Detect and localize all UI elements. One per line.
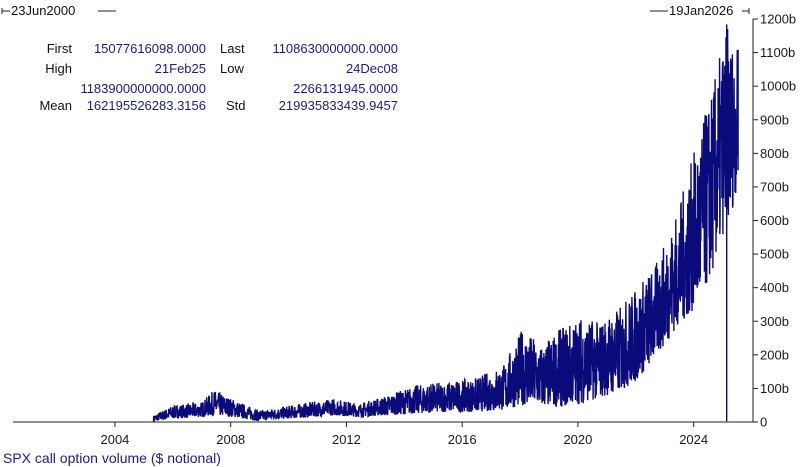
y-tick-label: 1000b	[760, 79, 796, 94]
stat-high-value: 1183900000000.0000	[80, 81, 206, 96]
y-tick-label: 400b	[760, 280, 789, 295]
stat-low-date: 24Dec08	[346, 61, 398, 76]
x-tick-label: 2024	[679, 432, 708, 447]
y-tick-label: 1100b	[760, 45, 795, 60]
series-caption: SPX call option volume ($ notional)	[3, 450, 221, 466]
stat-mean-value: 162195526283.3156	[87, 98, 206, 113]
y-axis-ticks: 0 100b 200b 300b 400b 500b 600b 700b 800b 900b 100…	[753, 12, 796, 430]
y-tick-label: 200b	[760, 347, 789, 362]
y-tick-label: 100b	[760, 381, 789, 396]
y-tick-label: 1200b	[760, 12, 796, 27]
stats-block: First 15077616098.0000 Last 110863000000…	[39, 41, 398, 113]
x-tick-label: 2004	[100, 432, 129, 447]
stat-high-label: High	[45, 61, 72, 76]
x-tick-label: 2008	[216, 432, 245, 447]
stat-first-label: First	[47, 41, 73, 56]
range-start-label: 23Jun2000	[11, 3, 75, 18]
y-tick-label: 800b	[760, 146, 789, 161]
stat-last-label: Last	[220, 41, 245, 56]
stat-std-label: Std	[226, 98, 246, 113]
y-tick-label: 700b	[760, 179, 789, 194]
x-tick-label: 2012	[332, 432, 361, 447]
stat-high-date: 21Feb25	[155, 61, 206, 76]
y-tick-label: 0	[760, 415, 767, 430]
y-tick-label: 500b	[760, 247, 789, 262]
y-tick-label: 600b	[760, 213, 789, 228]
series-line-spx-call-volume	[152, 24, 739, 423]
y-tick-label: 300b	[760, 314, 789, 329]
range-end-label: 19Jan2026	[669, 3, 733, 18]
stat-low-value: 2266131945.0000	[293, 81, 398, 96]
x-tick-label: 2016	[448, 432, 477, 447]
stat-std-value: 219935833439.9457	[279, 98, 398, 113]
y-tick-label: 900b	[760, 112, 789, 127]
date-range-header: 23Jun2000 19Jan2026	[1, 3, 750, 18]
stat-low-label: Low	[220, 61, 244, 76]
stat-last-value: 1108630000000.0000	[272, 41, 398, 56]
stat-first-value: 15077616098.0000	[94, 41, 206, 56]
x-axis-ticks: 2004 2008 2012 2016 2020 2024	[100, 422, 708, 447]
x-tick-label: 2020	[563, 432, 592, 447]
stat-mean-label: Mean	[39, 98, 72, 113]
